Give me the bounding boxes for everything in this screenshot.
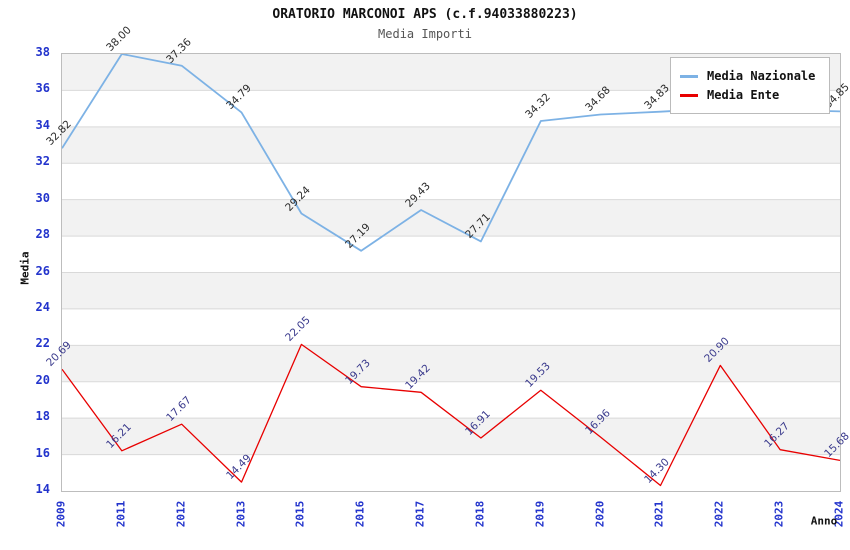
- legend-box: Media Nazionale Media Ente: [670, 57, 830, 114]
- x-tick-label: 2020: [593, 500, 607, 528]
- y-tick-label: 30: [35, 190, 50, 205]
- x-tick-label: 2019: [533, 500, 547, 528]
- y-tick-label: 34: [35, 117, 50, 132]
- plot-band: [62, 126, 840, 164]
- plot-area: [61, 53, 841, 492]
- plot-band: [62, 272, 840, 309]
- y-tick-label: 28: [35, 227, 50, 242]
- series-line-ente: [62, 343, 840, 487]
- y-tick-label: 26: [35, 263, 50, 278]
- x-tick-label: 2011: [114, 500, 128, 528]
- y-tick-label: 38: [35, 45, 50, 59]
- y-tick-label: 20: [35, 372, 50, 387]
- legend-swatch-nazionale: [680, 74, 698, 78]
- legend-item-label: Media Ente: [707, 88, 780, 102]
- x-tick-label: 2009: [54, 500, 68, 528]
- y-tick-label: 22: [35, 336, 50, 351]
- legend-swatch-ente: [680, 93, 698, 97]
- plot-band: [62, 345, 840, 382]
- x-tick-label: 2015: [293, 500, 307, 528]
- chart-title: ORATORIO MARCONOI APS (c.f.94033880223): [272, 7, 578, 22]
- legend-item: Media Ente: [680, 87, 820, 103]
- x-tick-label: 2012: [174, 500, 188, 528]
- plot-canvas: [62, 54, 840, 487]
- y-tick-label: 14: [35, 482, 50, 496]
- plot-band: [62, 199, 840, 237]
- plot-band: [62, 418, 840, 455]
- chart-subtitle: Media Importi: [378, 27, 472, 41]
- x-tick-label: 2023: [772, 500, 786, 528]
- x-tick-label: 2018: [473, 500, 487, 528]
- x-tick-label: 2013: [234, 500, 248, 528]
- x-tick-label: 2016: [353, 500, 367, 528]
- legend-item-label: Media Nazionale: [707, 69, 816, 83]
- y-tick-label: 24: [35, 299, 50, 314]
- x-tick-label: 2022: [712, 500, 726, 528]
- y-tick-label: 36: [35, 81, 50, 96]
- x-axis-title: Anno: [810, 514, 838, 528]
- y-tick-label: 18: [35, 409, 50, 424]
- x-tick-label: 2017: [413, 500, 427, 528]
- y-tick-label: 16: [35, 445, 50, 460]
- x-tick-label: 2021: [652, 500, 666, 528]
- legend-item: Media Nazionale: [680, 68, 820, 84]
- y-tick-label: 32: [35, 154, 50, 169]
- y-axis-title: Media: [18, 251, 32, 285]
